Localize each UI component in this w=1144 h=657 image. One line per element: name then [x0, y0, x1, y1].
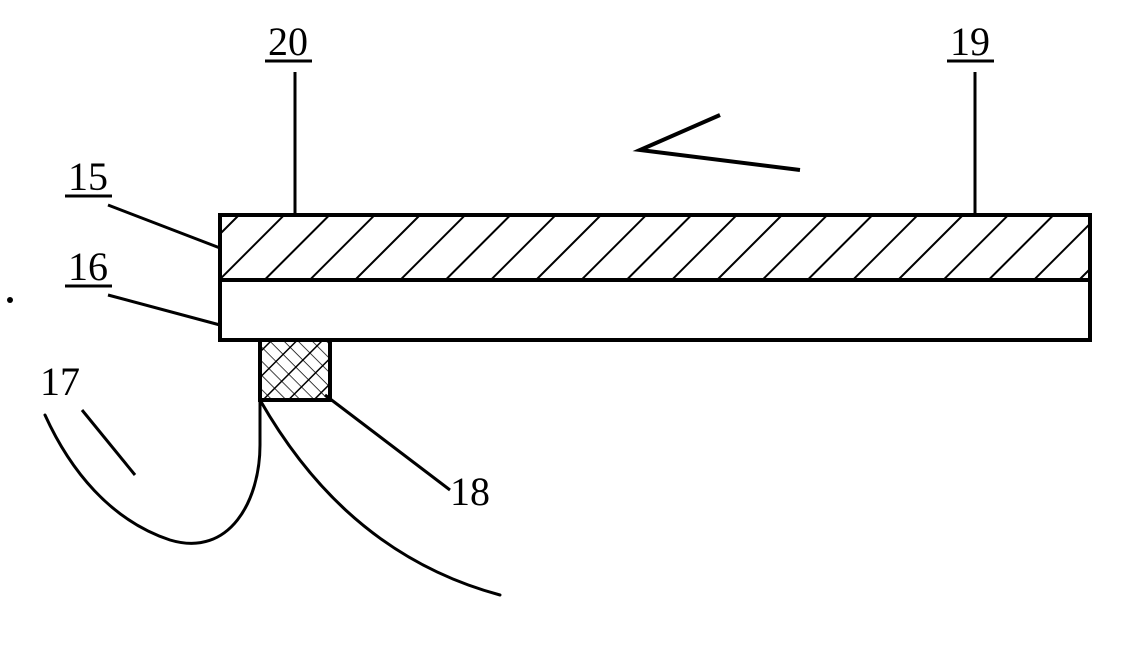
leader-15 [108, 205, 220, 248]
label-20: 20 [268, 19, 308, 64]
leader-16 [108, 295, 220, 325]
free-curve [45, 400, 500, 595]
label-17: 17 [40, 359, 80, 404]
label-15: 15 [68, 154, 108, 199]
leader-18 [325, 395, 450, 490]
block-hatch-secondary [260, 340, 330, 400]
label-19: 19 [950, 19, 990, 64]
label-18: 18 [450, 469, 490, 514]
leader-17 [82, 410, 135, 475]
layer-bottom [220, 280, 1090, 340]
layer-top-hatch [220, 215, 1090, 280]
direction-arrow-icon [640, 115, 800, 170]
label-16: 16 [68, 244, 108, 289]
artifact-dot [7, 297, 13, 303]
